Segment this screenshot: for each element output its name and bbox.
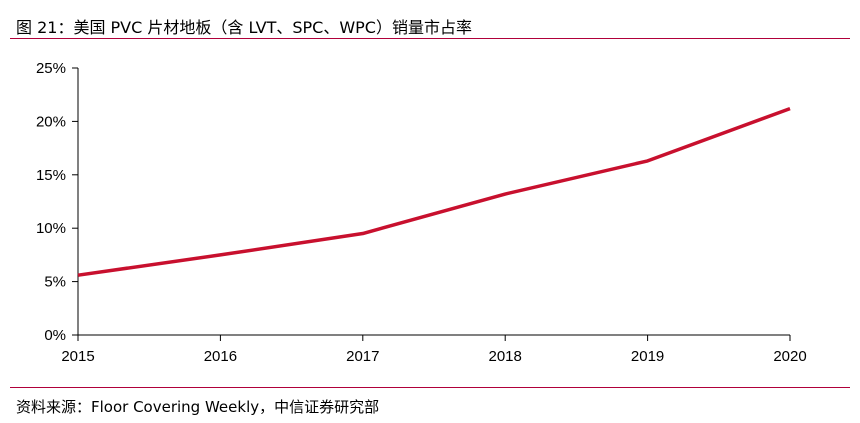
source-note: 资料来源：Floor Covering Weekly，中信证券研究部 — [16, 398, 380, 416]
y-tick-label: 20% — [36, 113, 66, 130]
y-tick-label: 10% — [36, 220, 66, 237]
series-line — [77, 106, 791, 277]
x-tick-label: 2019 — [631, 348, 664, 365]
x-tick-label: 2018 — [489, 348, 522, 365]
x-tick-label: 2016 — [204, 348, 237, 365]
x-tick-label: 2017 — [346, 348, 379, 365]
source-divider — [10, 387, 850, 388]
y-tick-label: 15% — [36, 167, 66, 184]
y-tick-label: 0% — [44, 327, 66, 344]
title-divider — [10, 38, 850, 39]
figure-title: 图 21：美国 PVC 片材地板（含 LVT、SPC、WPC）销量市占率 — [16, 18, 472, 37]
x-tick-label: 2015 — [61, 348, 94, 365]
x-tick-label: 2020 — [773, 348, 806, 365]
y-tick-label: 5% — [44, 274, 66, 291]
y-tick-label: 25% — [36, 60, 66, 77]
